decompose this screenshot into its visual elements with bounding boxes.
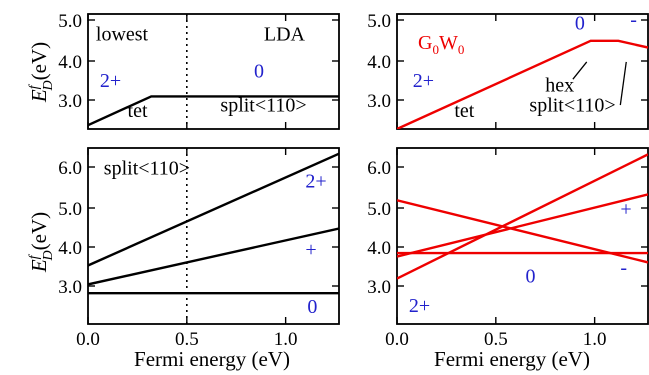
series-line-1 (88, 227, 339, 286)
y-tick-label: 5.0 (367, 11, 391, 32)
series-line-1 (397, 193, 648, 258)
annotation-label: tet (128, 100, 148, 122)
x-axis-label-right: Fermi energy (eV) (434, 347, 590, 371)
plot-frame (396, 147, 649, 325)
annotation-label: + (305, 239, 316, 261)
y-tick-label: 3.0 (367, 277, 391, 298)
x-tick-label: 1.0 (274, 329, 298, 350)
panel-top-right: 5.0 4.0 3.0 0 - 2+ hex tet split<110> (367, 9, 649, 130)
annotation-label: 2+ (100, 70, 121, 92)
annotation-label: - (620, 257, 627, 279)
x-axis-label-left: Fermi energy (eV) (134, 347, 290, 371)
annotation-label: 0 (307, 296, 317, 318)
series-line-0 (397, 153, 648, 280)
x-tick-label: 0.0 (76, 329, 100, 350)
annotation-label: split<110> (104, 157, 190, 179)
svg-text:EfD(eV): EfD(eV) (27, 42, 56, 103)
g0w0-title: G0W0 (418, 32, 464, 57)
x-tick-label: 0.5 (484, 329, 508, 350)
y-axis-label-bottom: EfD(eV) (27, 212, 56, 273)
y-axis-label-top: EfD(eV) (27, 42, 56, 103)
x-tick-label: 0.0 (385, 329, 409, 350)
series-line-0 (88, 95, 339, 127)
y-tick-label: 4.0 (367, 238, 391, 259)
annotation-label: lowest (96, 23, 149, 45)
series-line-0 (397, 39, 648, 129)
annotation-label: LDA (264, 23, 306, 45)
y-tick-label: 5.0 (58, 199, 82, 220)
y-tick-label: 3.0 (367, 91, 391, 112)
annotation-pointer (572, 61, 588, 80)
annotation-label: - (630, 9, 637, 31)
y-tick-label: 5.0 (367, 199, 391, 220)
annotation-label: 0 (575, 12, 585, 34)
series-line-0 (88, 152, 339, 267)
plot-frame (87, 13, 340, 130)
y-tick-label: 5.0 (58, 11, 82, 32)
annotation-label: split<110> (220, 94, 306, 116)
annotation-label: tet (454, 100, 474, 122)
annotation-label: 0 (254, 60, 264, 82)
panel-top-left: 5.0 4.0 3.0 lowest LDA 2+ 0 tet split<110> (58, 11, 340, 130)
x-tick-label: 1.0 (583, 329, 607, 350)
y-tick-label: 3.0 (58, 277, 82, 298)
plot-frame (396, 13, 649, 130)
panel-bottom-right: 6.0 5.0 4.0 3.0 0.0 0.5 1.0 + - 0 2+ (367, 147, 649, 350)
plot-frame (87, 147, 340, 325)
y-tick-label: 3.0 (58, 91, 82, 112)
y-tick-label: 4.0 (58, 238, 82, 259)
svg-text:EfD(eV): EfD(eV) (27, 212, 56, 273)
annotation-pointer (619, 61, 627, 106)
annotation-label: + (620, 198, 631, 220)
annotation-label: 2+ (305, 171, 326, 193)
annotation-label: 0 (525, 265, 535, 287)
y-tick-label: 4.0 (58, 52, 82, 73)
panel-bottom-left: 6.0 5.0 4.0 3.0 0.0 0.5 1.0 split<110> 2+ +0 (58, 147, 340, 350)
annotation-label: 2+ (409, 295, 430, 317)
annotation-label: 2+ (413, 70, 434, 92)
y-tick-label: 4.0 (367, 52, 391, 73)
annotation-label: split<110> (529, 94, 615, 116)
annotation-label: hex (545, 75, 574, 97)
y-tick-label: 6.0 (367, 158, 391, 179)
y-tick-label: 6.0 (58, 158, 82, 179)
x-tick-label: 0.5 (175, 329, 199, 350)
